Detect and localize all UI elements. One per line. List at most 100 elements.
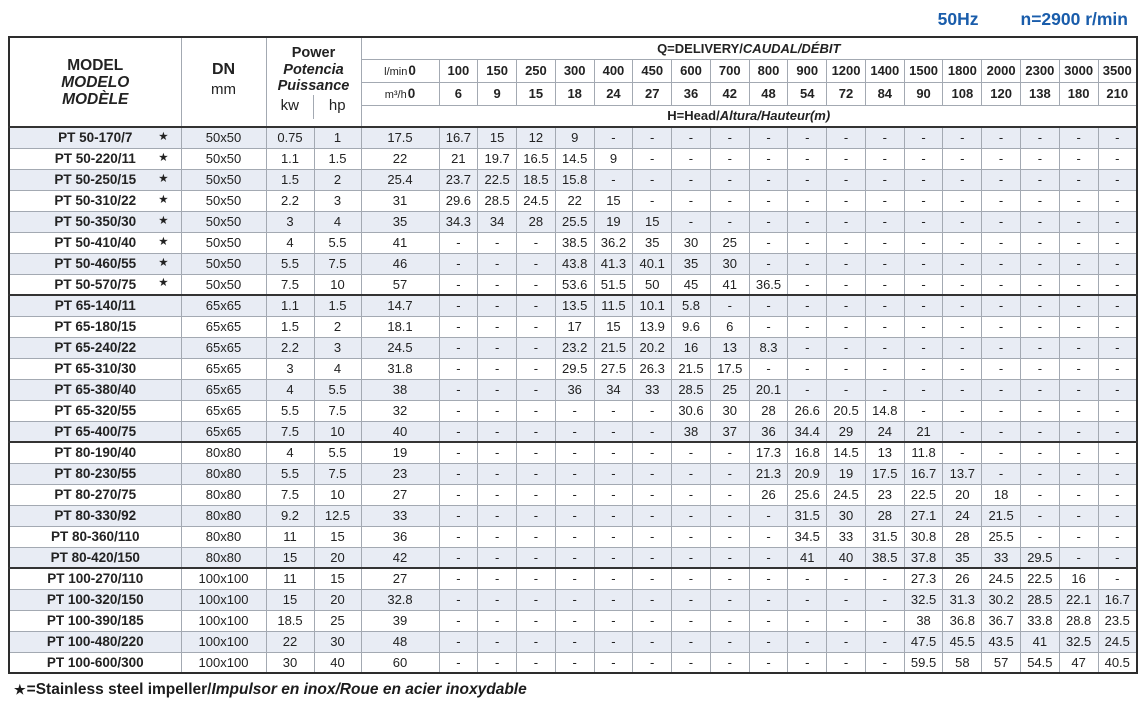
- head-value: -: [593, 504, 634, 527]
- flow-lmin-header: 2000: [981, 58, 1021, 83]
- model-cell: PT 50-570/75 ★: [8, 273, 182, 296]
- model-cell: PT 50-170/7 ★: [8, 126, 182, 149]
- table-row: PT 100-320/150 100x100 15 20 32.8- - - - - - - - - - -…: [8, 588, 1138, 611]
- model-cell: PT 50-460/55 ★: [8, 252, 182, 275]
- head-value: 31.8: [360, 357, 440, 380]
- head-value: -: [748, 168, 789, 191]
- table-row: PT 50-310/22 ★ 50x50 2.2 3 31 29.6 28.5 24.5 22 15…: [8, 189, 1138, 212]
- head-value: -: [1097, 315, 1138, 338]
- head-value: -: [748, 504, 789, 527]
- power-label-en: Power: [291, 45, 336, 62]
- kw-cell: 11: [265, 525, 315, 548]
- flow-lmin-header: 1500: [903, 58, 944, 83]
- head-value: -: [942, 252, 983, 275]
- pump-table-body: PT 50-170/7 ★ 50x50 0.75 1 17.5 16.7 15 12 9- - - - -…: [8, 126, 1138, 674]
- head-value: 16.7: [438, 126, 479, 149]
- head-value: -: [864, 651, 905, 674]
- head-value: -: [903, 189, 944, 212]
- flow-lmin-header: 250: [516, 58, 556, 83]
- head-value: -: [477, 252, 518, 275]
- head-value: 41: [360, 231, 440, 254]
- table-row: PT 100-270/110 100x100 11 15 27- - - - - - - - - - - -2…: [8, 567, 1138, 590]
- head-value: 11.8: [903, 441, 944, 464]
- table-row: PT 50-460/55 ★ 50x50 5.5 7.5 46- - -43.8 41.3 40.…: [8, 252, 1138, 275]
- lmin-zero-cell: l/min0: [360, 58, 440, 83]
- hp-cell: 10: [313, 273, 362, 296]
- head-value: 30: [671, 231, 711, 254]
- head-value: -: [516, 231, 556, 254]
- head-value: 36: [554, 378, 595, 401]
- head-value: 47: [1058, 651, 1099, 674]
- head-value: -: [826, 588, 866, 611]
- head-value: 36: [748, 420, 789, 443]
- head-value: -: [787, 147, 828, 170]
- head-value: -: [864, 168, 905, 191]
- head-value: 28.5: [671, 378, 711, 401]
- hp-cell: 20: [313, 546, 362, 569]
- head-value: -: [1019, 252, 1060, 275]
- head-value: -: [1058, 210, 1099, 233]
- head-value: -: [477, 525, 518, 548]
- model-name: PT 100-320/150: [46, 592, 144, 607]
- head-value: -: [787, 336, 828, 359]
- head-value: -: [826, 651, 866, 674]
- flow-m3h-header: 90: [903, 81, 944, 106]
- head-value: -: [438, 630, 479, 653]
- head-value: -: [438, 483, 479, 506]
- head-value: -: [1058, 126, 1099, 149]
- head-value: -: [593, 126, 634, 149]
- head-value: -: [516, 441, 556, 464]
- head-value: 42: [360, 546, 440, 569]
- head-value: 24.5: [1097, 630, 1138, 653]
- model-cell: PT 80-270/75: [8, 483, 182, 506]
- head-value: 22.5: [477, 168, 518, 191]
- head-value: -: [1058, 546, 1099, 569]
- head-value: -: [942, 441, 983, 464]
- head-value: -: [1019, 147, 1060, 170]
- head-value: -: [787, 231, 828, 254]
- head-value: -: [477, 420, 518, 443]
- model-cell: PT 65-380/40: [8, 378, 182, 401]
- head-value: -: [787, 210, 828, 233]
- head-value: 30.2: [981, 588, 1021, 611]
- model-header: MODEL MODELO MODÈLE: [8, 36, 182, 128]
- head-value: -: [516, 315, 556, 338]
- head-value: -: [554, 420, 595, 443]
- head-value: -: [554, 567, 595, 590]
- head-value: -: [1019, 399, 1060, 422]
- head-value: -: [632, 651, 673, 674]
- star-icon: ★: [14, 682, 26, 697]
- head-value: 28.8: [1058, 609, 1099, 632]
- dn-cell: 50x50: [180, 168, 267, 191]
- head-value: -: [748, 231, 789, 254]
- head-value: -: [1019, 420, 1060, 443]
- head-value: 28: [748, 399, 789, 422]
- dn-cell: 80x80: [180, 462, 267, 485]
- head-value: 25: [709, 378, 750, 401]
- model-cell: PT 100-320/150: [8, 588, 182, 611]
- head-value: 25.5: [981, 525, 1021, 548]
- head-value: -: [516, 588, 556, 611]
- head-value: -: [826, 147, 866, 170]
- model-cell: PT 80-190/40: [8, 441, 182, 464]
- head-value: -: [1097, 168, 1138, 191]
- head-value: -: [1097, 147, 1138, 170]
- head-value: -: [516, 462, 556, 485]
- head-value: 27.3: [903, 567, 944, 590]
- head-value: 60: [360, 651, 440, 674]
- flow-m3h-header: 210: [1097, 81, 1138, 106]
- head-value: -: [1058, 273, 1099, 296]
- head-value: 23: [864, 483, 905, 506]
- head-value: -: [554, 651, 595, 674]
- head-value: -: [1058, 441, 1099, 464]
- flow-lmin-header: 1200: [826, 58, 866, 83]
- head-value: -: [438, 525, 479, 548]
- head-value: -: [632, 462, 673, 485]
- kw-cell: 2.2: [265, 336, 315, 359]
- head-value: 24: [864, 420, 905, 443]
- head-value: -: [1058, 462, 1099, 485]
- lmin-row: l/min0 100 150 250 300 400 450 600 700 800 900 120…: [9, 58, 1138, 83]
- table-header: MODEL MODELO MODÈLE DN mm Power Potencia…: [8, 36, 1138, 128]
- head-value: -: [554, 588, 595, 611]
- head-value: -: [671, 630, 711, 653]
